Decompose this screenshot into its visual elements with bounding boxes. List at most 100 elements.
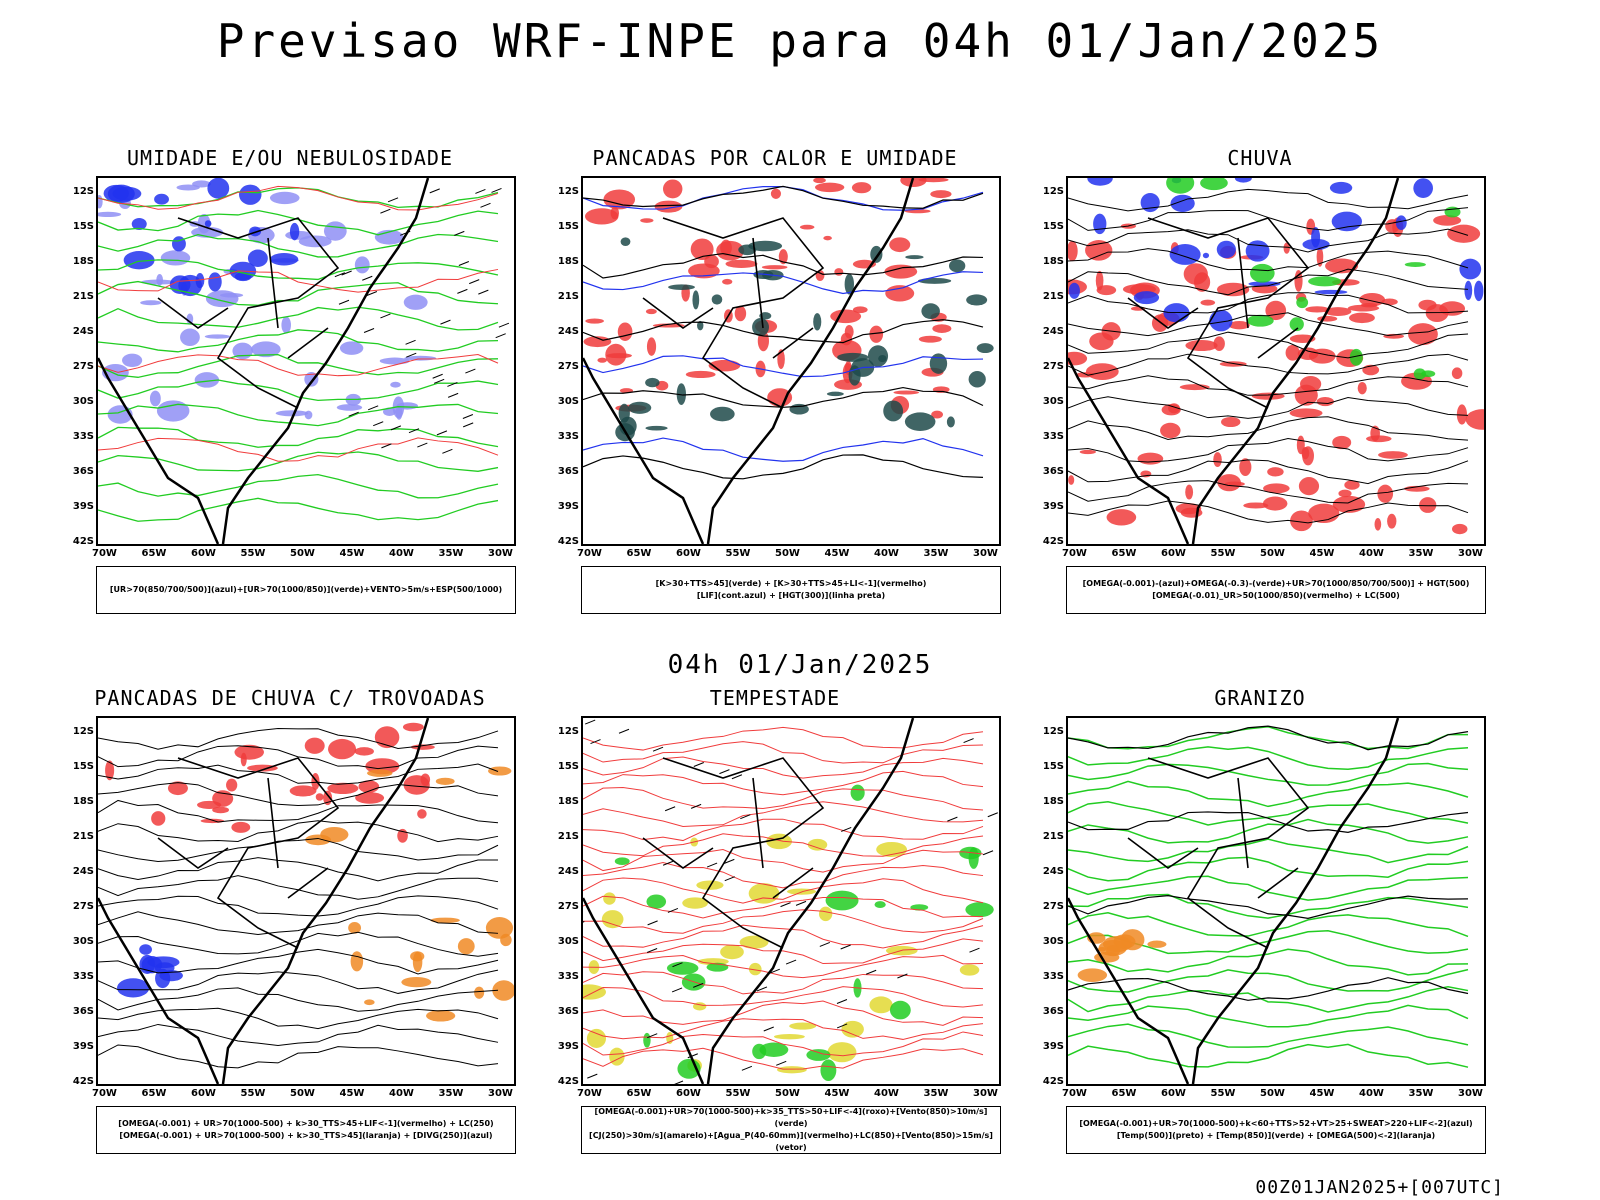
field-blob (289, 222, 300, 241)
panel-legend: [OMEGA(-0.001)-(azul)+OMEGA(-0.3)-(verde… (1066, 566, 1486, 614)
field-blob (320, 826, 349, 843)
contour-line (583, 1031, 984, 1057)
field-blob (240, 752, 247, 767)
field-blob (1097, 947, 1107, 952)
field-blob (1202, 252, 1210, 259)
panel-granizo: GRANIZO [OMEGA(-0.001)+UR>70(1000-500)+k… (1040, 686, 1486, 1166)
field-blob (122, 353, 143, 368)
wind-vector (498, 322, 510, 328)
field-blob (586, 1028, 606, 1048)
lat-tick-label: 36S (72, 466, 94, 477)
field-blob (932, 324, 952, 333)
field-blob (151, 811, 166, 826)
legend-line: [K>30+TTS>45](verde) + [K>30+TTS>45+LI<-… (655, 579, 927, 588)
field-blob (646, 337, 657, 356)
contour-line (1068, 396, 1469, 419)
lat-tick-label: 39S (557, 1041, 579, 1052)
field-blob (220, 292, 244, 298)
field-blob (1217, 474, 1242, 492)
lon-tick-label: 55W (1210, 1088, 1236, 1099)
contour-line (1068, 331, 1469, 359)
contour-line (583, 818, 984, 842)
contour-line (1068, 228, 1469, 253)
lon-tick-label: 40W (1359, 1088, 1384, 1099)
lon-tick-label: 65W (1111, 1088, 1137, 1099)
lon-tick-label: 30W (973, 548, 998, 559)
lat-tick-label: 39S (72, 1041, 94, 1052)
field-blob (1248, 281, 1281, 287)
main-title: Previsao WRF-INPE para 04h 01/Jan/2025 (216, 14, 1384, 68)
wind-vector (433, 378, 445, 384)
wind-vector (647, 920, 658, 926)
wind-vector (693, 982, 704, 988)
field-blob (1245, 240, 1270, 262)
field-blob (870, 245, 883, 263)
field-blob (662, 179, 683, 199)
wind-vector (687, 1053, 698, 1059)
lat-tick-label: 30S (1042, 936, 1064, 947)
lat-tick-label: 15S (72, 221, 94, 232)
lon-tick-label: 70W (1062, 548, 1087, 559)
panel-title: PANCADAS POR CALOR E UMIDADE (592, 146, 958, 170)
lon-tick-label: 50W (775, 1088, 800, 1099)
field-blob (492, 980, 514, 1001)
panel-tempestade: TEMPESTADE [OMEGA(-0.001)+UR>70(1000-500… (555, 686, 1001, 1166)
legend-line: [Temp(500)](preto) + [Temp(850)](verde) … (1116, 1131, 1436, 1140)
lon-tick-label: 30W (1458, 1088, 1483, 1099)
field-blob (1378, 451, 1408, 459)
wind-vector (465, 368, 476, 374)
contour-line (1068, 725, 1469, 750)
field-blob (247, 764, 278, 772)
lon-tick-label: 60W (191, 548, 216, 559)
field-blob (207, 178, 230, 199)
field-blob (965, 902, 994, 918)
contour-line (98, 727, 499, 750)
contour-line (1068, 268, 1469, 296)
wind-vector (652, 746, 664, 752)
state-borders (1127, 757, 1310, 949)
wind-vector (366, 291, 378, 296)
contour-line (583, 252, 984, 279)
field-blob (931, 410, 943, 419)
field-blob (1294, 384, 1318, 406)
contour-line (1068, 1043, 1469, 1068)
field-blob (364, 999, 375, 1006)
lat-tick-label: 12S (72, 186, 94, 197)
field-blob (1247, 314, 1274, 327)
field-blob (1387, 513, 1397, 529)
field-blob (1296, 296, 1309, 309)
field-blob (720, 944, 744, 960)
field-blob (105, 760, 115, 781)
wind-vector (719, 769, 730, 775)
field-blob (328, 738, 357, 760)
wind-vector (447, 392, 459, 398)
contour-line (583, 185, 984, 209)
field-blob (874, 901, 886, 909)
field-blob (682, 897, 709, 909)
wind-vector (408, 428, 420, 434)
contour-line (98, 403, 499, 427)
coastline (1068, 718, 1400, 1084)
field-blob (1102, 935, 1132, 952)
lon-tick-label: 65W (626, 548, 652, 559)
field-blob (1160, 422, 1181, 439)
contour-line (98, 451, 499, 472)
wind-vector (646, 948, 658, 953)
wind-vector (836, 1023, 848, 1029)
field-blob (180, 328, 200, 346)
wind-vector (480, 202, 491, 208)
wind-vector (491, 188, 502, 193)
contour-line (98, 763, 499, 785)
lat-tick-label: 42S (557, 1076, 579, 1087)
contour-line (583, 355, 984, 378)
wind-vector (429, 188, 440, 194)
field-blob (704, 254, 719, 269)
lat-tick-label: 24S (557, 866, 579, 877)
contour-line (583, 319, 984, 344)
contour-line (1068, 312, 1469, 337)
field-blob (766, 833, 793, 850)
contour-line (98, 931, 499, 957)
field-blob (140, 300, 162, 306)
field-blob (336, 404, 363, 411)
field-blob (826, 391, 844, 397)
